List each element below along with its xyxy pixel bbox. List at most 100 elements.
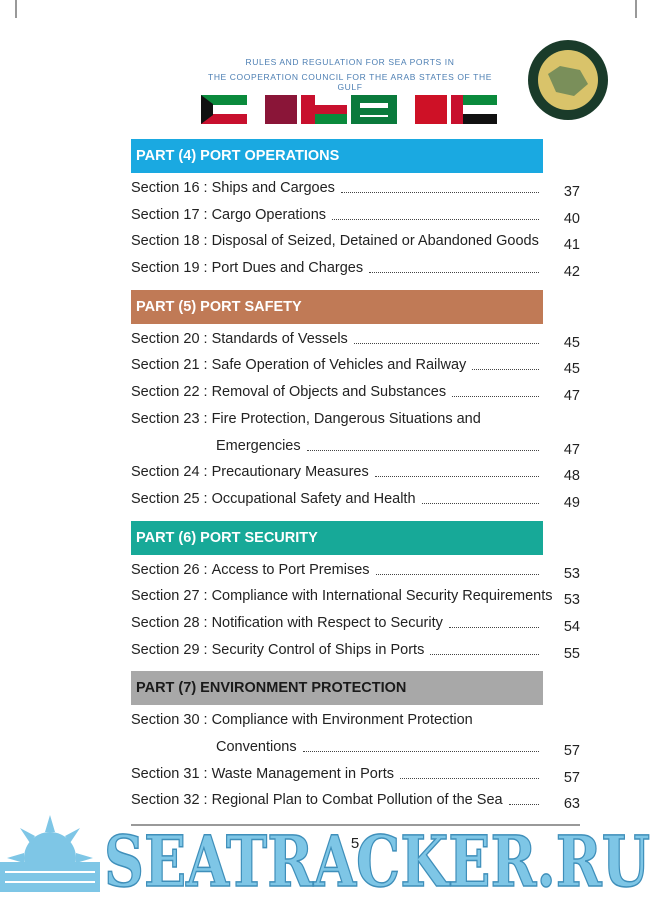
section-number: Section 18 : xyxy=(131,233,208,250)
section-number: Section 16 : xyxy=(131,180,208,196)
section-title-cont: Emergencies xyxy=(216,437,301,454)
page-ref: 37 xyxy=(563,184,580,200)
section-title: Port Dues and Charges xyxy=(211,260,364,277)
toc-entry: Section 20 : Standards of Vessels 45 xyxy=(131,326,580,353)
section-title: Notification with Respect to Security xyxy=(211,614,443,631)
watermark: SEATRACKER.RU xyxy=(104,820,650,903)
page-ref: 49 xyxy=(563,494,580,511)
part: PART (5) PORT SAFETY Section 20 : Standard… xyxy=(131,289,580,513)
page-ref: 48 xyxy=(563,468,580,485)
section-title: Waste Management in Ports xyxy=(211,765,394,782)
page-ref: 57 xyxy=(563,769,580,786)
section-number: Section 19 : xyxy=(131,260,208,277)
page-ref: 53 xyxy=(563,592,580,609)
section-number: Section 26 : xyxy=(131,561,208,578)
dot-leader xyxy=(399,761,539,779)
page-ref: 47 xyxy=(563,388,580,405)
emblem xyxy=(528,40,608,120)
section-title: Compliance with International Security R… xyxy=(211,588,553,605)
page-ref: 47 xyxy=(563,441,580,458)
toc-entry: Section 32 : Regional Plan to Combat Poll… xyxy=(131,787,580,814)
page-ref: 55 xyxy=(563,645,580,662)
section-title: Standards of Vessels xyxy=(211,330,348,347)
section-title: Occupational Safety and Health xyxy=(211,490,416,507)
section-number: Section 22 : xyxy=(131,384,208,401)
section-title: Access to Port Premises xyxy=(211,561,370,578)
dot-leader xyxy=(508,787,539,806)
dot-leader xyxy=(302,734,539,752)
dot-leader xyxy=(306,433,539,451)
toc-entry: Section 28 : Notification with Respect to… xyxy=(131,610,580,637)
section-number: Section 28 : xyxy=(131,614,208,631)
toc-entry: Section 22 : Removal of Objects and Subst… xyxy=(131,379,580,406)
section-title: Cargo Operations xyxy=(211,206,327,223)
section-number: Section 17 : xyxy=(131,206,208,223)
section-number: Section 30 : xyxy=(131,712,208,729)
toc-entry: Section 30 : Compliance with Environment … xyxy=(131,707,543,734)
page-ref: 54 xyxy=(563,618,580,635)
toc-entry: Section 23 : Fire Protection, Dangerous S… xyxy=(131,406,543,433)
section-number: Section 32 : xyxy=(131,792,208,809)
toc-entry: Section 21 : Safe Operation of Vehicles a… xyxy=(131,352,580,379)
section-title: Ships and Cargoes xyxy=(211,180,335,196)
part: PART (7) ENVIRONMENT PROTECTION Section 3… xyxy=(131,671,580,814)
dot-leader xyxy=(430,637,539,655)
watermark-sun xyxy=(0,815,100,892)
section-number: Section 29 : xyxy=(131,641,208,658)
dot-leader xyxy=(375,557,539,575)
dot-leader xyxy=(448,610,539,628)
toc-entry: Section 31 : Waste Management in Ports 57 xyxy=(131,761,580,788)
dot-leader xyxy=(421,486,539,504)
page-ref: 42 xyxy=(563,264,580,281)
toc-entry: Emergencies 47 xyxy=(131,433,580,460)
section-title: Disposal of Seized, Detained or Abandone… xyxy=(211,233,539,250)
part-title: PART (5) PORT SAFETY xyxy=(131,289,543,324)
section-title: Precautionary Measures xyxy=(211,464,369,481)
dot-leader xyxy=(332,202,539,220)
header-line: THE COOPERATION COUNCIL FOR THE ARAB STA… xyxy=(208,72,492,92)
header-line: RULES AND REGULATION FOR SEA PORTS IN xyxy=(245,57,455,67)
toc: PART (4) PORT OPERATIONS Section 16 : Shi… xyxy=(131,139,580,822)
page-ref: 45 xyxy=(563,334,580,351)
section-number: Section 27 : xyxy=(131,588,208,605)
flags xyxy=(201,95,497,124)
section-number: Section 20 : xyxy=(131,330,208,347)
toc-entry: Section 16 : Ships and Cargoes 37 xyxy=(131,175,580,202)
toc-entry: Section 17 : Cargo Operations 40 xyxy=(131,202,580,229)
dot-leader xyxy=(472,352,539,371)
page-ref: 41 xyxy=(563,237,580,254)
dot-leader xyxy=(452,379,539,398)
section-title: Regional Plan to Combat Pollution of the… xyxy=(211,792,503,809)
section-number: Section 24 : xyxy=(131,464,208,481)
section-title: Safe Operation of Vehicles and Railway xyxy=(211,357,467,374)
page-ref: 63 xyxy=(563,796,580,813)
toc-entry: Section 27 : Compliance with Internationa… xyxy=(131,583,580,610)
section-number: Section 25 : xyxy=(131,490,208,507)
dot-leader xyxy=(374,459,539,478)
toc-entry: Section 26 : Access to Port Premises 53 xyxy=(131,557,580,584)
section-title: Security Control of Ships in Ports xyxy=(211,641,425,658)
part: PART (6) PORT SECURITY Section 26 : Access… xyxy=(131,520,580,664)
section-number: Section 23 : xyxy=(131,410,208,427)
page-ref: 53 xyxy=(563,565,580,582)
toc-entry: Conventions 57 xyxy=(131,734,580,761)
section-number: Section 21 : xyxy=(131,357,208,374)
section-number: Section 31 : xyxy=(131,765,208,782)
part-title: PART (7) ENVIRONMENT PROTECTION xyxy=(131,671,543,706)
part: PART (4) PORT OPERATIONS Section 16 : Shi… xyxy=(131,139,580,282)
section-title: Fire Protection, Dangerous Situations an… xyxy=(211,410,481,427)
part-title: PART (4) PORT OPERATIONS xyxy=(131,139,543,173)
toc-entry: Section 24 : Precautionary Measures 48 xyxy=(131,459,580,486)
toc-entry: Section 29 : Security Control of Ships in… xyxy=(131,637,580,664)
toc-entry: Section 19 : Port Dues and Charges 42 xyxy=(131,255,580,282)
page-ref: 45 xyxy=(563,361,580,378)
part-title: PART (6) PORT SECURITY xyxy=(131,520,543,555)
page-number: 5 xyxy=(351,835,359,852)
section-title-cont: Conventions xyxy=(216,739,297,755)
dot-leader xyxy=(340,175,539,193)
section-title: Removal of Objects and Substances xyxy=(211,384,447,401)
dot-leader xyxy=(369,255,539,274)
page-ref: 57 xyxy=(563,743,580,759)
